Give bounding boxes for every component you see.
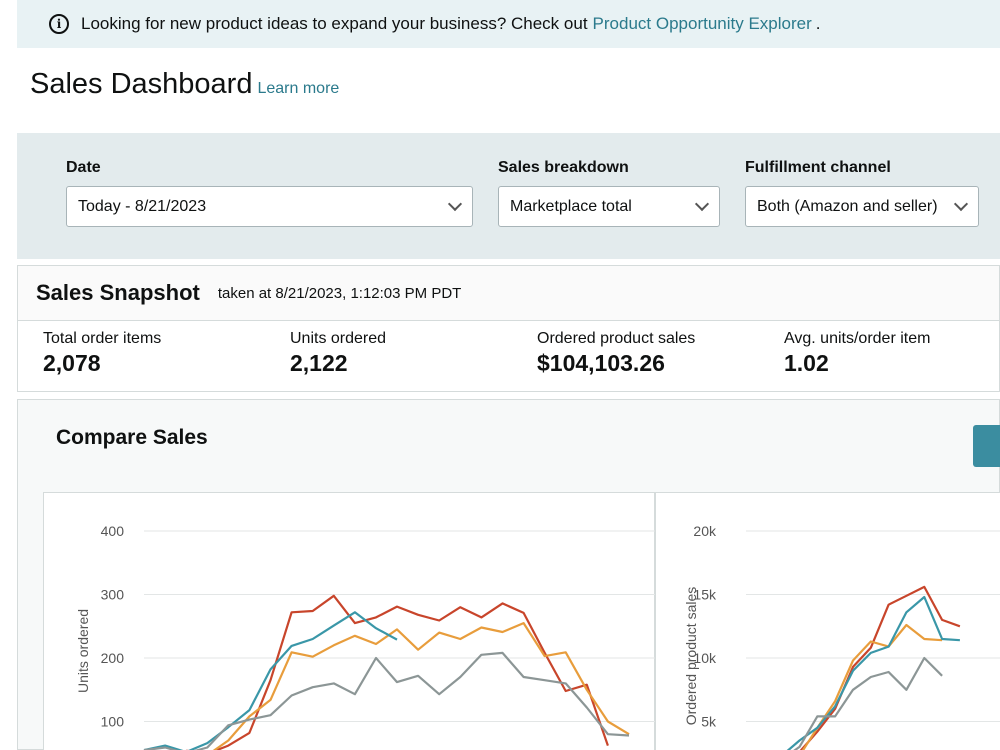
metric-value: $104,103.26 (537, 350, 665, 376)
series-line-teal (786, 595, 960, 750)
info-banner: i Looking for new product ideas to expan… (17, 0, 1000, 48)
compare-sales-title: Compare Sales (56, 426, 208, 449)
metric-total-order-items: Total order items 2,078 (43, 330, 161, 377)
units-ordered-chart-panel: 400 300 200 100 Units ordered (43, 492, 829, 750)
metric-label: Total order items (43, 330, 162, 347)
y-tick-label: 20k (693, 523, 717, 539)
y-tick-label: 15k (693, 587, 717, 603)
snapshot-header: Sales Snapshot taken at 8/21/2023, 1:12:… (18, 266, 999, 321)
chevron-down-icon (694, 196, 710, 212)
metric-label: Units ordered (290, 330, 387, 347)
metric-label: Avg. units/order item (784, 330, 931, 347)
series-line-gray (793, 656, 943, 750)
product-opportunity-explorer-link[interactable]: Product Opportunity Explorer (592, 14, 812, 33)
metric-ordered-product-sales: Ordered product sales $104,103.26 (537, 330, 695, 377)
banner-suffix: . (815, 14, 821, 33)
metric-value: 1.02 (784, 350, 829, 376)
y-tick-label: 200 (101, 650, 125, 666)
snapshot-timestamp: taken at 8/21/2023, 1:12:03 PM PDT (217, 284, 462, 302)
y-axis-label: Ordered product sales (683, 587, 699, 726)
fulfillment-channel-value: Both (Amazon and seller) (757, 197, 938, 215)
ordered-product-sales-chart-panel: 20k 15k 10k 5k Ordered product sales (655, 492, 1000, 750)
page-title: Sales Dashboard (30, 68, 253, 100)
units-ordered-chart: 400 300 200 100 Units ordered (75, 523, 829, 750)
metric-label: Ordered product sales (537, 330, 696, 347)
series-line-red (799, 585, 961, 750)
date-select-value: Today - 8/21/2023 (78, 197, 207, 215)
y-tick-label: 400 (101, 523, 125, 539)
y-axis-label: Units ordered (75, 609, 91, 693)
date-label: Date (66, 159, 101, 176)
snapshot-title: Sales Snapshot (36, 280, 200, 305)
series-line-red (186, 594, 609, 750)
sales-breakdown-select[interactable]: Marketplace total (498, 186, 720, 227)
y-tick-label: 10k (693, 650, 717, 666)
series-line-gray (143, 651, 630, 750)
y-tick-label: 100 (101, 714, 125, 730)
date-select[interactable]: Today - 8/21/2023 (66, 186, 473, 227)
chevron-down-icon (447, 196, 463, 212)
series-line-teal (143, 611, 398, 750)
metric-avg-units-per-order-item: Avg. units/order item 1.02 (784, 330, 930, 377)
banner-text: Looking for new product ideas to expand … (81, 14, 588, 33)
fulfillment-channel-label: Fulfillment channel (745, 159, 891, 176)
compare-sales-section: Compare Sales 400 300 200 100 Units ordered … (17, 399, 1000, 750)
series-line-orange (801, 623, 943, 750)
filter-bar: Date Today - 8/21/2023 Sales breakdown M… (17, 133, 1000, 259)
compare-action-button[interactable] (973, 425, 1000, 467)
metric-units-ordered: Units ordered 2,122 (290, 330, 386, 377)
learn-more-link[interactable]: Learn more (257, 80, 340, 97)
sales-breakdown-label: Sales breakdown (498, 159, 629, 176)
chevron-down-icon (953, 196, 969, 212)
info-icon: i (49, 14, 69, 34)
y-tick-label: 300 (101, 587, 125, 603)
metric-value: 2,078 (43, 350, 101, 376)
series-line-orange (212, 622, 630, 750)
y-tick-label: 5k (701, 714, 717, 730)
page-title-row: Sales Dashboard Learn more (30, 68, 339, 101)
fulfillment-channel-select[interactable]: Both (Amazon and seller) (745, 186, 979, 227)
metric-value: 2,122 (290, 350, 348, 376)
sales-breakdown-value: Marketplace total (510, 197, 632, 215)
sales-snapshot-card: Sales Snapshot taken at 8/21/2023, 1:12:… (17, 265, 1000, 392)
